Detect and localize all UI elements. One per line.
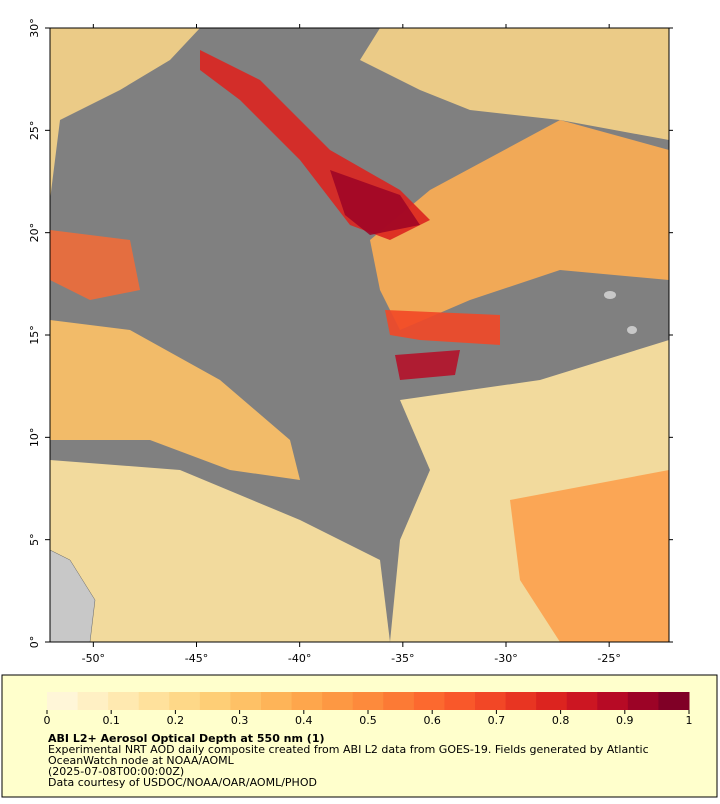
aerosol-patch [50,230,140,300]
colorbar-tick-label: 0 [44,714,51,727]
colorbar-swatch [597,692,629,710]
colorbar-swatch [627,692,659,710]
colorbar-swatch [658,692,690,710]
colorbar-swatch [475,692,507,710]
colorbar: 0 0.1 0.2 0.3 0.4 0.5 0.6 0.7 0.8 0.9 1 [44,692,693,727]
colorbar-swatch [261,692,293,710]
colorbar-swatch [199,692,231,710]
x-tick-label: -50° [82,652,105,665]
colorbar-swatch [322,692,354,710]
colorbar-tick-label: 0.7 [488,714,506,727]
caption-title: ABI L2+ Aerosol Optical Depth at 550 nm … [48,732,325,745]
island [604,291,616,299]
x-tick-label: -25° [597,652,620,665]
colorbar-swatch [413,692,445,710]
x-tick-label: -35° [391,652,414,665]
land [50,549,96,642]
colorbar-tick-label: 0.8 [552,714,570,727]
colorbar-swatch [291,692,323,710]
aerosol-patch [385,310,500,345]
aerosol-patch [330,170,420,235]
colorbar-swatch [505,692,537,710]
x-tick-label: -40° [288,652,311,665]
colorbar-tick-label: 0.9 [616,714,634,727]
colorbar-swatch [230,692,262,710]
y-tick-label: 25° [28,121,41,141]
colorbar-tick-label: 0.4 [295,714,313,727]
map-area [50,28,669,642]
y-tick-label: 0° [28,636,41,649]
colorbar-tick-label: 0.6 [423,714,441,727]
colorbar-swatch [138,692,170,710]
axes: -50° -45° -40° -35° -30° -25° 0° 5° 10° 15° 20° 25°… [28,18,673,665]
y-tick-label: 30° [28,18,41,38]
colorbar-swatch [77,692,109,710]
colorbar-swatch [536,692,568,710]
y-tick-label: 15° [28,325,41,345]
colorbar-swatch [169,692,201,710]
aerosol-patch [50,28,200,200]
colorbar-tick-label: 0.5 [359,714,377,727]
x-tick-label: -45° [185,652,208,665]
aerosol-patch [360,28,669,140]
caption-line: Experimental NRT AOD daily composite cre… [48,743,649,756]
colorbar-tick-label: 1 [686,714,693,727]
colorbar-swatch [383,692,415,710]
colorbar-swatch [444,692,476,710]
colorbar-swatch [352,692,384,710]
colorbar-tick-label: 0.1 [102,714,120,727]
aerosol-patch [510,470,669,642]
x-tick-label: -30° [494,652,517,665]
colorbar-tick-label: 0.3 [231,714,249,727]
caption-line: Data courtesy of USDOC/NOAA/OAR/AOML/PHO… [48,776,317,789]
aerosol-patch [395,350,460,380]
y-tick-label: 10° [28,428,41,448]
y-tick-label: 20° [28,223,41,243]
caption-line: OceanWatch node at NOAA/AOML [48,754,235,767]
colorbar-tick-label: 0.2 [167,714,185,727]
colorbar-swatch [108,692,140,710]
colorbar-swatch [566,692,598,710]
aerosol-patch [50,320,300,480]
aerosol-patch [370,120,669,330]
y-tick-label: 5° [28,533,41,546]
aerosol-patch [50,460,390,642]
caption-line: (2025-07-08T00:00:00Z) [48,765,184,778]
colorbar-swatch [47,692,79,710]
island [627,326,637,334]
